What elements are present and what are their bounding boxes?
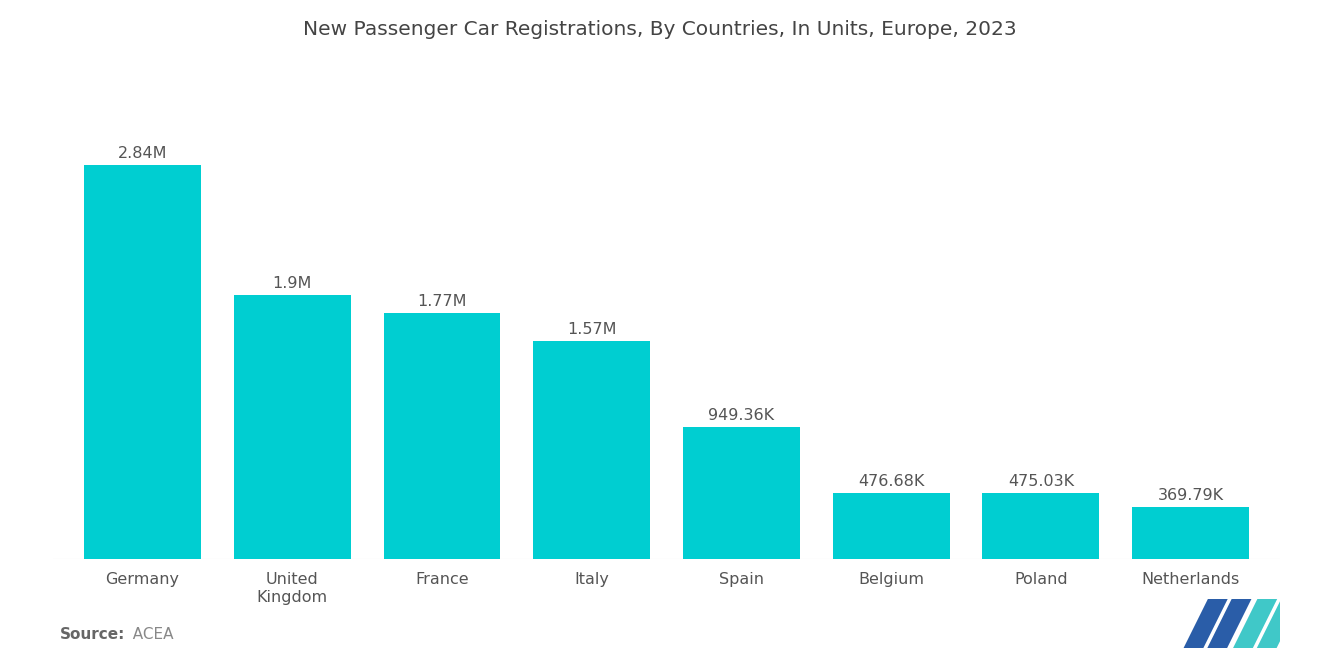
Bar bbox=[1133, 507, 1249, 559]
Text: 369.79K: 369.79K bbox=[1158, 489, 1224, 503]
Polygon shape bbox=[1208, 598, 1251, 648]
Text: 949.36K: 949.36K bbox=[709, 408, 775, 423]
Text: 2.84M: 2.84M bbox=[117, 146, 168, 161]
Polygon shape bbox=[1257, 598, 1302, 648]
Polygon shape bbox=[1184, 598, 1228, 648]
Text: 1.57M: 1.57M bbox=[568, 322, 616, 337]
Polygon shape bbox=[1233, 598, 1278, 648]
Bar bbox=[84, 165, 201, 559]
Text: 1.9M: 1.9M bbox=[273, 277, 312, 291]
Bar bbox=[833, 493, 949, 559]
Bar bbox=[234, 295, 351, 559]
Text: 1.77M: 1.77M bbox=[417, 295, 467, 309]
Bar bbox=[533, 341, 651, 559]
Bar bbox=[682, 427, 800, 559]
Text: ACEA: ACEA bbox=[123, 626, 173, 642]
Text: New Passenger Car Registrations, By Countries, In Units, Europe, 2023: New Passenger Car Registrations, By Coun… bbox=[304, 20, 1016, 39]
Text: 475.03K: 475.03K bbox=[1007, 474, 1074, 489]
Text: Source:: Source: bbox=[59, 626, 125, 642]
Bar bbox=[982, 493, 1100, 559]
Text: 476.68K: 476.68K bbox=[858, 473, 924, 489]
Bar bbox=[384, 313, 500, 559]
